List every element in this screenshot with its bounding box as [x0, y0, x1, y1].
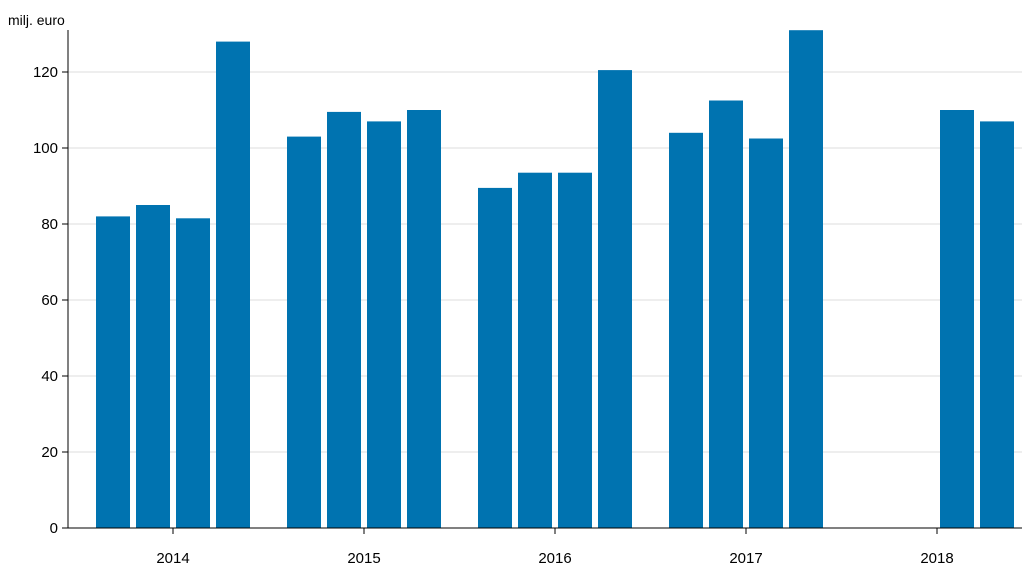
bar-2018-4 [980, 121, 1014, 529]
bar-2014-3 [176, 218, 210, 529]
bar-2017-2 [709, 100, 743, 528]
y-tick-label: 100 [33, 140, 58, 157]
bar-2015-1 [287, 136, 321, 528]
bar-2016-3 [558, 172, 592, 528]
y-tick-label: 0 [50, 520, 58, 537]
y-tick-label: 20 [41, 444, 58, 461]
y-tick-label: 40 [41, 368, 58, 385]
bar-2015-4 [407, 110, 441, 528]
x-tick-label: 2015 [347, 550, 380, 567]
bar-2015-3 [367, 121, 401, 529]
axes [62, 30, 1022, 534]
x-tick-label: 2018 [920, 550, 953, 567]
bar-2018-3 [940, 110, 974, 528]
bars [96, 30, 1014, 529]
bar-2016-2 [518, 172, 552, 528]
bar-2016-4 [598, 70, 632, 528]
y-tick-label: 120 [33, 64, 58, 81]
x-tick-label: 2016 [538, 550, 571, 567]
y-axis-unit-label: milj. euro [8, 12, 65, 28]
bar-2014-4 [216, 41, 250, 528]
y-tick-label: 80 [41, 216, 58, 233]
tick-labels: 0 20 40 60 80 100 120 2014 2015 2016 2017 2018 [33, 64, 954, 567]
bar-2014-1 [96, 216, 130, 528]
bar-2014-2 [136, 205, 170, 528]
x-tick-label: 2017 [729, 550, 762, 567]
x-tick-label: 2014 [156, 550, 189, 567]
bar-2017-1 [669, 132, 703, 529]
bar-2017-3 [749, 138, 783, 528]
bar-2016-1 [478, 187, 512, 528]
bar-2015-2 [327, 111, 361, 529]
y-tick-label: 60 [41, 292, 58, 309]
bar-2017-4 [789, 30, 823, 528]
